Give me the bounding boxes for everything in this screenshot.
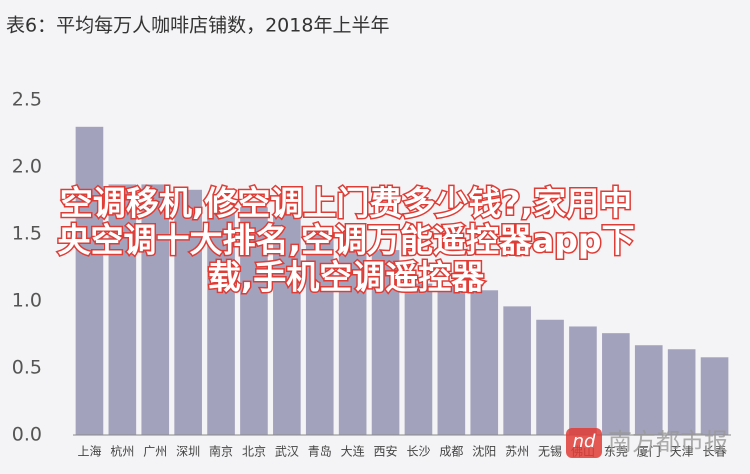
bar: [470, 290, 499, 435]
x-tick-label: 武汉: [275, 445, 299, 459]
y-tick-label: 0.0: [12, 424, 42, 446]
bar: [75, 126, 104, 436]
bar: [667, 349, 696, 435]
bar: [536, 319, 564, 435]
y-tick-label: 0.5: [12, 357, 42, 379]
y-tick-label: 1.5: [12, 223, 42, 245]
bar: [437, 286, 466, 435]
chart-title: 表6：平均每万人咖啡店铺数，2018年上半年: [6, 15, 389, 37]
bar: [207, 199, 235, 435]
watermark-logo: nd: [573, 431, 596, 452]
x-tick-label: 北京: [242, 445, 266, 459]
y-tick-label: 2.0: [12, 156, 42, 178]
bar: [174, 189, 202, 435]
x-tick-label: 沈阳: [472, 444, 496, 459]
y-tick-label: 1.0: [12, 290, 42, 312]
bar: [700, 357, 729, 435]
x-tick-label: 南京: [209, 444, 233, 459]
bar: [240, 207, 268, 435]
x-tick-label: 西安: [374, 444, 398, 459]
bar: [634, 345, 663, 435]
x-tick-label: 长沙: [406, 445, 430, 459]
overlay-text: 空调移机,修空调上门费多少钱?,家用中: [60, 184, 632, 223]
x-tick-label: 苏州: [505, 445, 529, 459]
x-tick-label: 天津: [670, 445, 694, 459]
x-tick-label: 上海: [77, 444, 101, 459]
bar: [503, 306, 531, 435]
x-tick-label: 无锡: [538, 444, 562, 459]
x-tick-label: 长春: [703, 445, 727, 459]
x-tick-label: 成都: [439, 445, 463, 459]
x-tick-label: 广州: [143, 445, 167, 459]
x-tick-label: 杭州: [110, 444, 134, 459]
x-tick-label: 厦门: [637, 444, 661, 459]
overlay-text: 载,手机空调遥控器: [208, 258, 486, 297]
watermark-logo-box: [566, 428, 602, 458]
bar: [141, 184, 170, 435]
bar: [305, 231, 334, 435]
bar: [569, 326, 597, 435]
bar: [404, 283, 433, 435]
overlay-text: 央空调十大排名,空调万能遥控器app下: [57, 221, 634, 260]
x-tick-label: 大连: [341, 444, 365, 459]
x-tick-label: 东莞: [604, 445, 628, 459]
watermark-text: 南方都市报: [608, 428, 728, 456]
bar: [371, 250, 400, 435]
bar: [602, 333, 630, 435]
x-tick-label: 青岛: [308, 444, 332, 459]
bar: [108, 184, 137, 435]
x-tick-label: 深圳: [176, 445, 200, 459]
y-tick-label: 2.5: [12, 89, 42, 111]
bar: [338, 240, 367, 435]
bar: [273, 213, 301, 435]
